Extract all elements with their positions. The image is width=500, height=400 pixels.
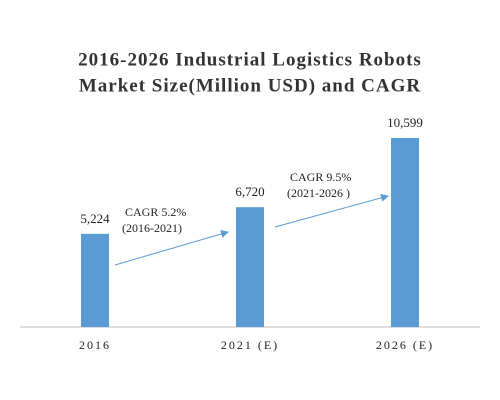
value-label: 10,599 bbox=[387, 115, 423, 130]
x-tick-label: 2026 (E) bbox=[376, 338, 434, 352]
x-tick-label: 2021 (E) bbox=[221, 338, 279, 352]
chart-title: 2016-2026 Industrial Logistics Robots bbox=[78, 49, 422, 70]
bar bbox=[81, 233, 109, 327]
annotation: CAGR 5.2% bbox=[125, 205, 186, 219]
value-label: 5,224 bbox=[80, 211, 110, 226]
bar bbox=[236, 207, 264, 327]
value-label: 6,720 bbox=[235, 184, 264, 199]
annotation: (2021-2026 ) bbox=[287, 186, 350, 200]
arrow bbox=[274, 193, 389, 228]
chart-title: Market Size(Million USD) and CAGR bbox=[79, 75, 421, 96]
annotation: CAGR 9.5% bbox=[290, 170, 351, 184]
arrow bbox=[114, 230, 229, 266]
x-tick-label: 2016 bbox=[79, 338, 111, 352]
bar bbox=[391, 138, 419, 327]
annotation: (2016-2021) bbox=[122, 221, 182, 235]
